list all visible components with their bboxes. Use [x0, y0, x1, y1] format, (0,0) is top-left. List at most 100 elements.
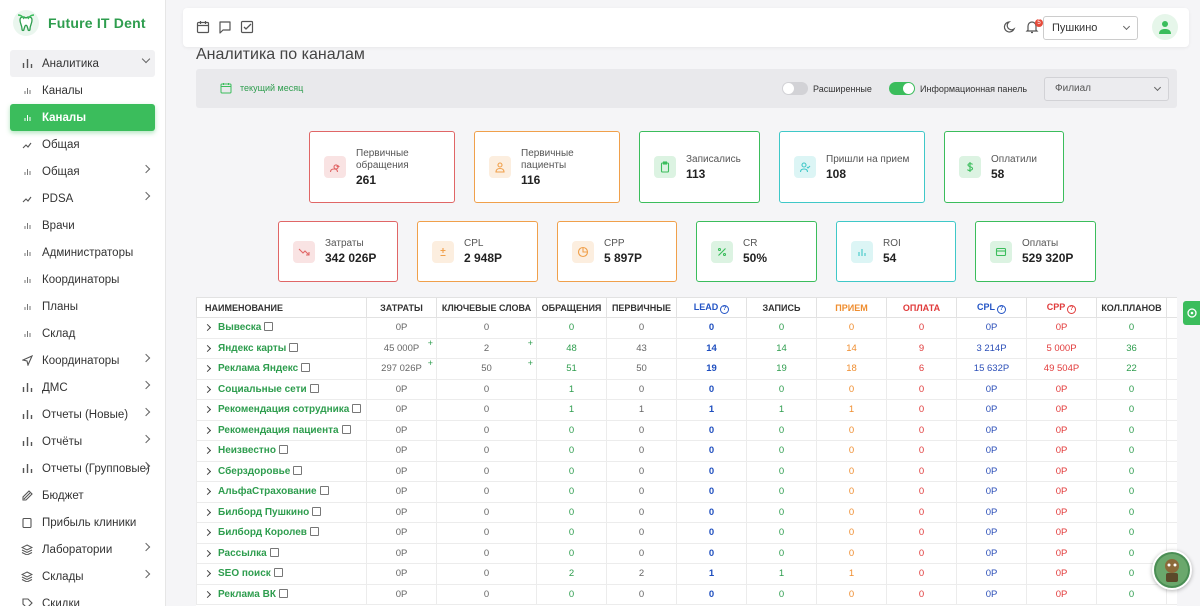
- column-header[interactable]: ОБРАЩЕНИЯ: [536, 297, 607, 318]
- edit-icon[interactable]: [293, 465, 303, 475]
- column-header[interactable]: ЗАТРАТЫ: [366, 297, 437, 318]
- sidebar-item-7[interactable]: Администраторы: [10, 239, 155, 266]
- sidebar-item-17[interactable]: Прибыль клиники: [10, 509, 155, 536]
- chevron-right-icon[interactable]: [203, 590, 212, 598]
- chevron-right-icon[interactable]: [203, 529, 212, 537]
- column-header[interactable]: CPP?: [1026, 297, 1097, 318]
- info-panel-toggle[interactable]: [889, 82, 915, 95]
- sidebar-item-6[interactable]: Врачи: [10, 212, 155, 239]
- sidebar-item-16[interactable]: Бюджет: [10, 482, 155, 509]
- channel-name-cell[interactable]: Реклама ВК: [196, 583, 367, 605]
- channel-name-cell[interactable]: Яндекс карты: [196, 337, 367, 359]
- chevron-right-icon[interactable]: [203, 508, 212, 516]
- table-row[interactable]: Билборд Пушкино 0Р 0 0 0 0 0 0 0 0Р 0Р 0: [196, 501, 1177, 523]
- column-header[interactable]: КО: [1166, 297, 1177, 318]
- chevron-right-icon[interactable]: [203, 324, 212, 332]
- bell-icon[interactable]: [1025, 20, 1039, 34]
- help-icon[interactable]: ?: [720, 304, 730, 314]
- sidebar-item-2[interactable]: Каналы: [10, 104, 155, 131]
- table-row[interactable]: Рассылка 0Р 0 0 0 0 0 0 0 0Р 0Р 0: [196, 542, 1177, 564]
- channel-name-cell[interactable]: АльфаСтрахование: [196, 481, 367, 503]
- channel-name-cell[interactable]: Неизвестно: [196, 440, 367, 462]
- sidebar-item-14[interactable]: Отчёты: [10, 428, 155, 455]
- table-row[interactable]: Рекомендация сотрудника 0Р 0 1 1 1 1 1 0 0Р 0Р 0: [196, 399, 1177, 421]
- channel-name-cell[interactable]: Рекомендация сотрудника: [196, 399, 367, 421]
- table-row[interactable]: Социальные сети 0Р 0 1 0 0 0 0 0 0Р 0Р 0: [196, 378, 1177, 400]
- column-header[interactable]: КЛЮЧЕВЫЕ СЛОВА: [436, 297, 537, 318]
- edit-icon[interactable]: [264, 322, 274, 332]
- assistant-mascot[interactable]: [1152, 550, 1192, 590]
- branch-select[interactable]: Пушкино: [1043, 16, 1138, 40]
- chevron-right-icon[interactable]: [203, 344, 212, 352]
- edit-icon[interactable]: [352, 404, 362, 414]
- extended-toggle[interactable]: [782, 82, 808, 95]
- help-icon[interactable]: ?: [1067, 304, 1077, 314]
- sidebar-item-18[interactable]: Лаборатории: [10, 536, 155, 563]
- edit-icon[interactable]: [278, 588, 288, 598]
- chevron-right-icon[interactable]: [203, 406, 212, 414]
- column-header[interactable]: ЗАПИСЬ: [746, 297, 817, 318]
- sidebar-item-4[interactable]: Общая: [10, 158, 155, 185]
- sidebar-item-5[interactable]: PDSA: [10, 185, 155, 212]
- moon-icon[interactable]: [1003, 20, 1017, 34]
- chat-icon[interactable]: [218, 20, 232, 34]
- edit-icon[interactable]: [269, 547, 279, 557]
- sidebar-item-3[interactable]: Общая: [10, 131, 155, 158]
- table-row[interactable]: Неизвестно 0Р 0 0 0 0 0 0 0 0Р 0Р 0: [196, 440, 1177, 462]
- edit-icon[interactable]: [301, 363, 311, 373]
- chevron-right-icon[interactable]: [203, 488, 212, 496]
- settings-tab[interactable]: [1183, 301, 1200, 325]
- edit-icon[interactable]: [309, 383, 319, 393]
- user-avatar[interactable]: [1152, 14, 1178, 40]
- sidebar-item-9[interactable]: Планы: [10, 293, 155, 320]
- column-header[interactable]: ПРИЕМ: [816, 297, 887, 318]
- table-row[interactable]: Сберздоровье 0Р 0 0 0 0 0 0 0 0Р 0Р 0: [196, 460, 1177, 482]
- chevron-right-icon[interactable]: [203, 385, 212, 393]
- channel-name-cell[interactable]: Билборд Пушкино: [196, 501, 367, 523]
- brand[interactable]: Future IT Dent: [0, 0, 165, 46]
- help-icon[interactable]: ?: [997, 304, 1006, 314]
- sidebar-item-12[interactable]: ДМС: [10, 374, 155, 401]
- column-header[interactable]: КОЛ.ПЛАНОВ: [1096, 297, 1167, 318]
- table-row[interactable]: Вывеска 0Р 0 0 0 0 0 0 0 0Р 0Р 0: [196, 317, 1177, 339]
- edit-icon[interactable]: [289, 342, 299, 352]
- channel-name-cell[interactable]: Сберздоровье: [196, 460, 367, 482]
- sidebar-item-0[interactable]: Аналитика: [10, 50, 155, 77]
- sidebar-item-13[interactable]: Отчеты (Новые): [10, 401, 155, 428]
- edit-icon[interactable]: [278, 445, 288, 455]
- table-row[interactable]: Реклама ВК 0Р 0 0 0 0 0 0 0 0Р 0Р 0: [196, 583, 1177, 605]
- chevron-right-icon[interactable]: [203, 447, 212, 455]
- chevron-right-icon[interactable]: [203, 365, 212, 373]
- chevron-right-icon[interactable]: [203, 570, 212, 578]
- sidebar-item-8[interactable]: Координаторы: [10, 266, 155, 293]
- filial-select[interactable]: Филиал: [1044, 77, 1169, 101]
- channel-name-cell[interactable]: SEO поиск: [196, 563, 367, 585]
- table-row[interactable]: АльфаСтрахование 0Р 0 0 0 0 0 0 0 0Р 0Р 0: [196, 481, 1177, 503]
- table-row[interactable]: SEO поиск 0Р 0 2 2 1 1 1 0 0Р 0Р 0: [196, 563, 1177, 585]
- channel-name-cell[interactable]: Билборд Королев: [196, 522, 367, 544]
- column-header[interactable]: ОПЛАТА: [886, 297, 957, 318]
- sidebar-item-20[interactable]: Скидки: [10, 590, 155, 606]
- sidebar-item-19[interactable]: Склады: [10, 563, 155, 590]
- edit-icon[interactable]: [341, 424, 351, 434]
- column-header[interactable]: ПЕРВИЧНЫЕ: [606, 297, 677, 318]
- channel-name-cell[interactable]: Социальные сети: [196, 378, 367, 400]
- table-row[interactable]: Билборд Королев 0Р 0 0 0 0 0 0 0 0Р 0Р 0: [196, 522, 1177, 544]
- sidebar-item-1[interactable]: Каналы: [10, 77, 155, 104]
- edit-icon[interactable]: [319, 486, 329, 496]
- table-row[interactable]: Рекомендация пациента 0Р 0 0 0 0 0 0 0 0Р 0Р 0: [196, 419, 1177, 441]
- channel-name-cell[interactable]: Реклама Яндекс: [196, 358, 367, 380]
- calendar-icon[interactable]: [196, 20, 210, 34]
- channel-name-cell[interactable]: Рекомендация пациента: [196, 419, 367, 441]
- edit-icon[interactable]: [312, 506, 322, 516]
- checkbox-icon[interactable]: [240, 20, 254, 34]
- channel-name-cell[interactable]: Рассылка: [196, 542, 367, 564]
- period-picker[interactable]: текущий месяц: [220, 82, 303, 94]
- sidebar-item-10[interactable]: Склад: [10, 320, 155, 347]
- channel-name-cell[interactable]: Вывеска: [196, 317, 367, 339]
- edit-icon[interactable]: [273, 568, 283, 578]
- column-header[interactable]: НАИМЕНОВАНИЕ: [196, 297, 367, 318]
- edit-icon[interactable]: [309, 527, 319, 537]
